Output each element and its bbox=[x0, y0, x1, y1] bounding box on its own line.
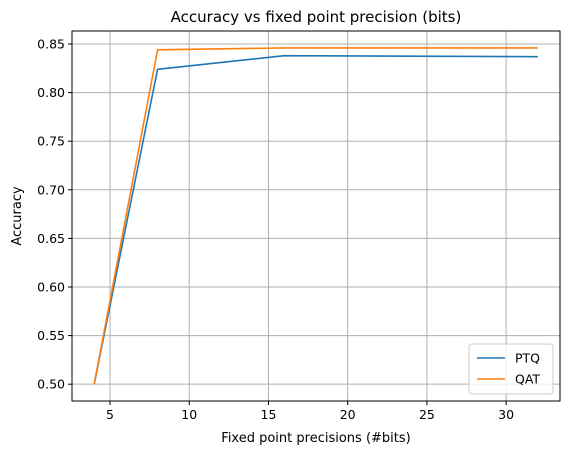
y-tick-label: 0.55 bbox=[37, 328, 65, 343]
x-tick-label: 20 bbox=[340, 407, 356, 422]
series-layer bbox=[93, 47, 538, 385]
y-axis-title: Accuracy bbox=[10, 186, 25, 246]
legend: PTQ QAT bbox=[468, 343, 554, 395]
x-tick-label: 5 bbox=[106, 407, 114, 422]
series-line-ptq bbox=[93, 54, 538, 385]
chart-title: Accuracy vs fixed point precision (bits) bbox=[171, 8, 462, 26]
x-tick-label: 25 bbox=[419, 407, 435, 422]
y-tick-label: 0.80 bbox=[37, 85, 65, 100]
y-tick-label: 0.50 bbox=[37, 377, 65, 392]
y-tick-label: 0.70 bbox=[37, 182, 65, 197]
x-axis-title: Fixed point precisions (#bits) bbox=[221, 431, 410, 446]
x-tick-label: 15 bbox=[261, 407, 277, 422]
series-line-qat bbox=[93, 47, 538, 385]
y-tick-label: 0.65 bbox=[37, 231, 65, 246]
x-tick-label: 30 bbox=[498, 407, 514, 422]
legend-label-qat: QAT bbox=[515, 372, 540, 387]
legend-box bbox=[468, 343, 554, 395]
plot-frame bbox=[71, 30, 561, 402]
y-tick-label: 0.75 bbox=[37, 134, 65, 149]
y-tick-label: 0.85 bbox=[37, 37, 65, 52]
tick-layer: 5 10 15 20 25 30 0.50 0.55 0.60 0.65 0.70 0.75 0.80 0… bbox=[37, 37, 514, 422]
x-tick-label: 10 bbox=[181, 407, 197, 422]
y-tick-label: 0.60 bbox=[37, 279, 65, 294]
grid-layer bbox=[72, 31, 560, 401]
legend-label-ptq: PTQ bbox=[515, 351, 540, 366]
